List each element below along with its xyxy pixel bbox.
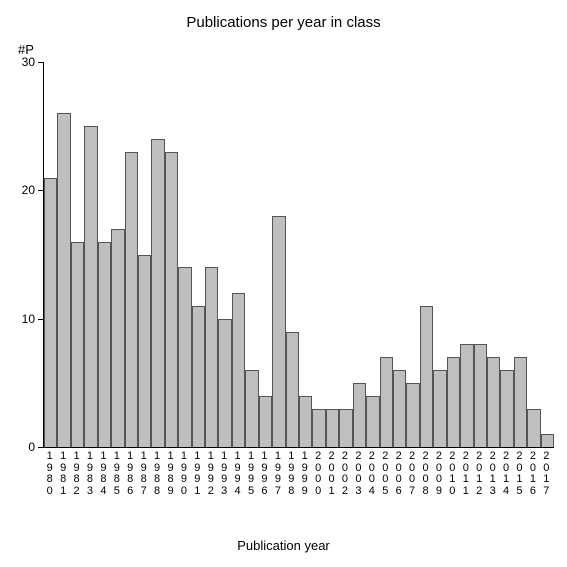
publications-bar-chart: Publications per year in class #P 198019… xyxy=(0,0,567,567)
y-tick-mark xyxy=(38,190,43,191)
x-tick-label: 2010 xyxy=(446,451,459,497)
bar xyxy=(71,242,84,447)
x-tick-label: 1993 xyxy=(217,451,230,497)
bar xyxy=(339,409,352,448)
x-tick-label: 1990 xyxy=(177,451,190,497)
x-tick-label: 2013 xyxy=(486,451,499,497)
bar xyxy=(138,255,151,448)
bar xyxy=(420,306,433,447)
bar xyxy=(98,242,111,447)
y-tick-label: 20 xyxy=(15,183,35,197)
x-tick-label: 1988 xyxy=(150,451,163,497)
x-tick-label: 2015 xyxy=(513,451,526,497)
bar xyxy=(527,409,540,448)
bar xyxy=(326,409,339,448)
x-tick-label: 1997 xyxy=(271,451,284,497)
x-tick-label: 2001 xyxy=(325,451,338,497)
bar xyxy=(232,293,245,447)
y-tick-mark xyxy=(38,319,43,320)
x-tick-label: 1985 xyxy=(110,451,123,497)
bar xyxy=(192,306,205,447)
x-tick-label: 2002 xyxy=(338,451,351,497)
bar xyxy=(299,396,312,447)
x-tick-label: 2008 xyxy=(419,451,432,497)
x-axis-label: Publication year xyxy=(0,538,567,553)
plot-area xyxy=(43,62,554,448)
bar xyxy=(312,409,325,448)
y-tick-label: 0 xyxy=(15,440,35,454)
bar xyxy=(500,370,513,447)
bar xyxy=(84,126,97,447)
x-tick-label: 1995 xyxy=(244,451,257,497)
x-tick-label: 1998 xyxy=(285,451,298,497)
bar xyxy=(474,344,487,447)
bar xyxy=(514,357,527,447)
x-tick-label: 2011 xyxy=(459,451,472,497)
x-tick-label: 2017 xyxy=(540,451,553,497)
bar xyxy=(218,319,231,447)
bar xyxy=(366,396,379,447)
bars-group xyxy=(44,62,554,447)
x-tick-label: 2016 xyxy=(526,451,539,497)
bar xyxy=(165,152,178,447)
bar xyxy=(406,383,419,447)
x-tick-label: 2006 xyxy=(392,451,405,497)
bar xyxy=(380,357,393,447)
x-tick-label: 2009 xyxy=(432,451,445,497)
bar xyxy=(57,113,70,447)
x-tick-label: 1996 xyxy=(258,451,271,497)
bar xyxy=(44,178,57,448)
x-tick-label: 1991 xyxy=(191,451,204,497)
x-tick-label: 2000 xyxy=(311,451,324,497)
bar xyxy=(178,267,191,447)
bar xyxy=(460,344,473,447)
x-tick-label: 2005 xyxy=(379,451,392,497)
x-tick-label: 1992 xyxy=(204,451,217,497)
bar xyxy=(447,357,460,447)
bar xyxy=(393,370,406,447)
x-tick-label: 2004 xyxy=(365,451,378,497)
y-tick-label: 10 xyxy=(15,312,35,326)
x-tick-label: 2007 xyxy=(405,451,418,497)
y-tick-mark xyxy=(38,62,43,63)
bar xyxy=(125,152,138,447)
bar xyxy=(541,434,554,447)
x-tick-label: 1980 xyxy=(43,451,56,497)
bar xyxy=(487,357,500,447)
x-tick-label: 1984 xyxy=(97,451,110,497)
y-tick-label: 30 xyxy=(15,55,35,69)
x-tick-label: 1983 xyxy=(83,451,96,497)
bar xyxy=(286,332,299,448)
x-tick-label: 2014 xyxy=(499,451,512,497)
x-tick-label: 2012 xyxy=(473,451,486,497)
bar xyxy=(245,370,258,447)
x-tick-labels: 1980198119821983198419851986198719881989… xyxy=(43,451,553,497)
x-tick-label: 1994 xyxy=(231,451,244,497)
x-tick-label: 1987 xyxy=(137,451,150,497)
bar xyxy=(272,216,285,447)
x-tick-label: 1981 xyxy=(56,451,69,497)
chart-title: Publications per year in class xyxy=(0,14,567,31)
bar xyxy=(433,370,446,447)
bar xyxy=(111,229,124,447)
x-tick-label: 2003 xyxy=(352,451,365,497)
bar xyxy=(259,396,272,447)
bar xyxy=(205,267,218,447)
x-tick-label: 1982 xyxy=(70,451,83,497)
x-tick-label: 1986 xyxy=(124,451,137,497)
x-tick-label: 1989 xyxy=(164,451,177,497)
y-tick-mark xyxy=(38,447,43,448)
bar xyxy=(151,139,164,447)
bar xyxy=(353,383,366,447)
x-tick-label: 1999 xyxy=(298,451,311,497)
